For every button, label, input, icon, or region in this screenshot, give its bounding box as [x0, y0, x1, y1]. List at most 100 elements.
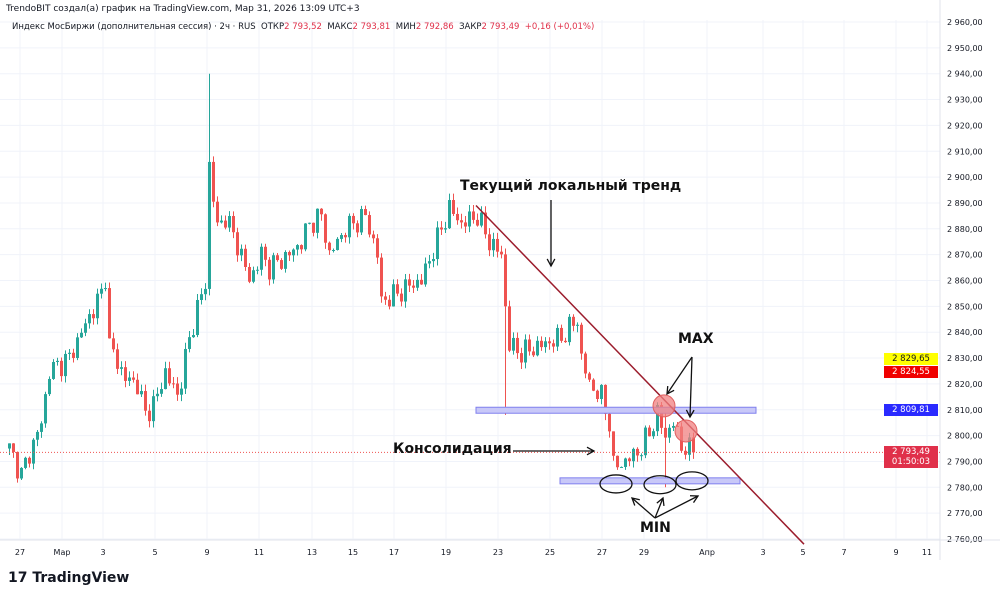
candle-body [288, 252, 291, 256]
y-tick-label: 2 870,00 [947, 251, 983, 260]
candle-body [396, 284, 399, 294]
close-value: 2 793,49 [481, 22, 520, 32]
candle-body [228, 216, 231, 228]
candle-body [444, 228, 447, 230]
candle-body [212, 161, 215, 202]
y-tick-label: 2 900,00 [947, 173, 983, 182]
y-tick-label: 2 820,00 [947, 380, 983, 389]
candle-body [556, 327, 559, 347]
x-tick-label: Мар [54, 548, 71, 557]
candle-body [276, 255, 279, 261]
candle-body [300, 245, 303, 250]
candle-body [256, 269, 259, 271]
x-tick-label: 9 [204, 548, 209, 557]
candle-body [280, 260, 283, 269]
logo-text: TradingView [32, 570, 130, 586]
y-tick-label: 2 810,00 [947, 406, 983, 415]
candle-body [324, 214, 327, 243]
candle-body [464, 222, 467, 227]
candle-body [584, 353, 587, 374]
candle-body [316, 208, 319, 233]
candle-body [628, 458, 631, 462]
candle-body [216, 201, 219, 223]
candle-body [352, 215, 355, 224]
candle-body [452, 200, 455, 214]
candle-body [388, 299, 391, 307]
candle-body [100, 288, 103, 294]
max-marker-circle [674, 419, 698, 443]
candle-body [120, 367, 123, 369]
x-tick-label: 19 [441, 548, 451, 557]
low-label: МИН [395, 22, 416, 32]
candle-body [632, 448, 635, 462]
candle-body [568, 316, 571, 343]
candle-body [516, 337, 519, 354]
candle-body [156, 393, 159, 397]
candle-body [356, 223, 359, 233]
candle-body [160, 389, 163, 394]
candle-body [240, 248, 243, 256]
candle-body [284, 252, 287, 269]
candle-body [560, 327, 563, 341]
candle-body [608, 413, 611, 432]
candle-body [512, 337, 515, 351]
min-marker-ellipse [599, 474, 633, 494]
candle-body [372, 234, 375, 239]
candle-body [508, 306, 511, 351]
candle-body [336, 238, 339, 251]
candle-body [144, 391, 147, 411]
candle-body [188, 337, 191, 349]
candle-body [132, 377, 135, 380]
candle-body [524, 339, 527, 363]
candle-body [28, 457, 31, 464]
candle-body [564, 340, 567, 343]
candle-body [40, 423, 43, 432]
candle-body [20, 467, 23, 479]
candle-body [88, 314, 91, 324]
candle-body [340, 235, 343, 239]
price-label-value: 2 793,49 [892, 447, 930, 458]
candle-body [72, 352, 75, 358]
candle-body [252, 270, 255, 282]
x-tick-label: 5 [800, 548, 805, 557]
candle-body [648, 427, 651, 437]
x-tick-label: 27 [15, 548, 25, 557]
candle-body [124, 367, 127, 381]
candle-body [136, 379, 139, 395]
candle-body [592, 379, 595, 391]
y-tick-label: 2 910,00 [947, 147, 983, 156]
candle-body [528, 339, 531, 352]
arrow-head [689, 495, 700, 503]
candle-body [344, 235, 347, 238]
x-tick-label: 15 [348, 548, 358, 557]
candle-body [692, 437, 695, 453]
price-label-value: 2 824,55 [892, 367, 930, 378]
tradingview-logo[interactable]: 𝟭𝟳 TradingView [8, 570, 129, 586]
candle-body [572, 316, 575, 326]
candle-body [140, 391, 143, 395]
price-label: 2 824,55 [884, 366, 938, 379]
candle-body [688, 437, 691, 455]
candle-body [652, 431, 655, 437]
y-tick-label: 2 960,00 [947, 18, 983, 27]
candle-body [8, 443, 11, 449]
price-label-value: 2 809,81 [892, 405, 930, 416]
x-tick-label: 29 [639, 548, 649, 557]
candle-body [68, 352, 71, 354]
candle-body [428, 261, 431, 264]
candle-body [436, 227, 439, 260]
y-tick-label: 2 850,00 [947, 302, 983, 311]
candle-body [232, 216, 235, 233]
candle-body [376, 238, 379, 258]
candle-body [148, 410, 151, 422]
x-tick-label: 11 [922, 548, 932, 557]
candle-body [264, 246, 267, 260]
candle-body [448, 200, 451, 229]
arrow-line [631, 497, 656, 519]
candle-body [580, 324, 583, 354]
x-tick-label: 13 [307, 548, 317, 557]
arrow-line [666, 356, 693, 395]
arrow-head [630, 497, 640, 506]
